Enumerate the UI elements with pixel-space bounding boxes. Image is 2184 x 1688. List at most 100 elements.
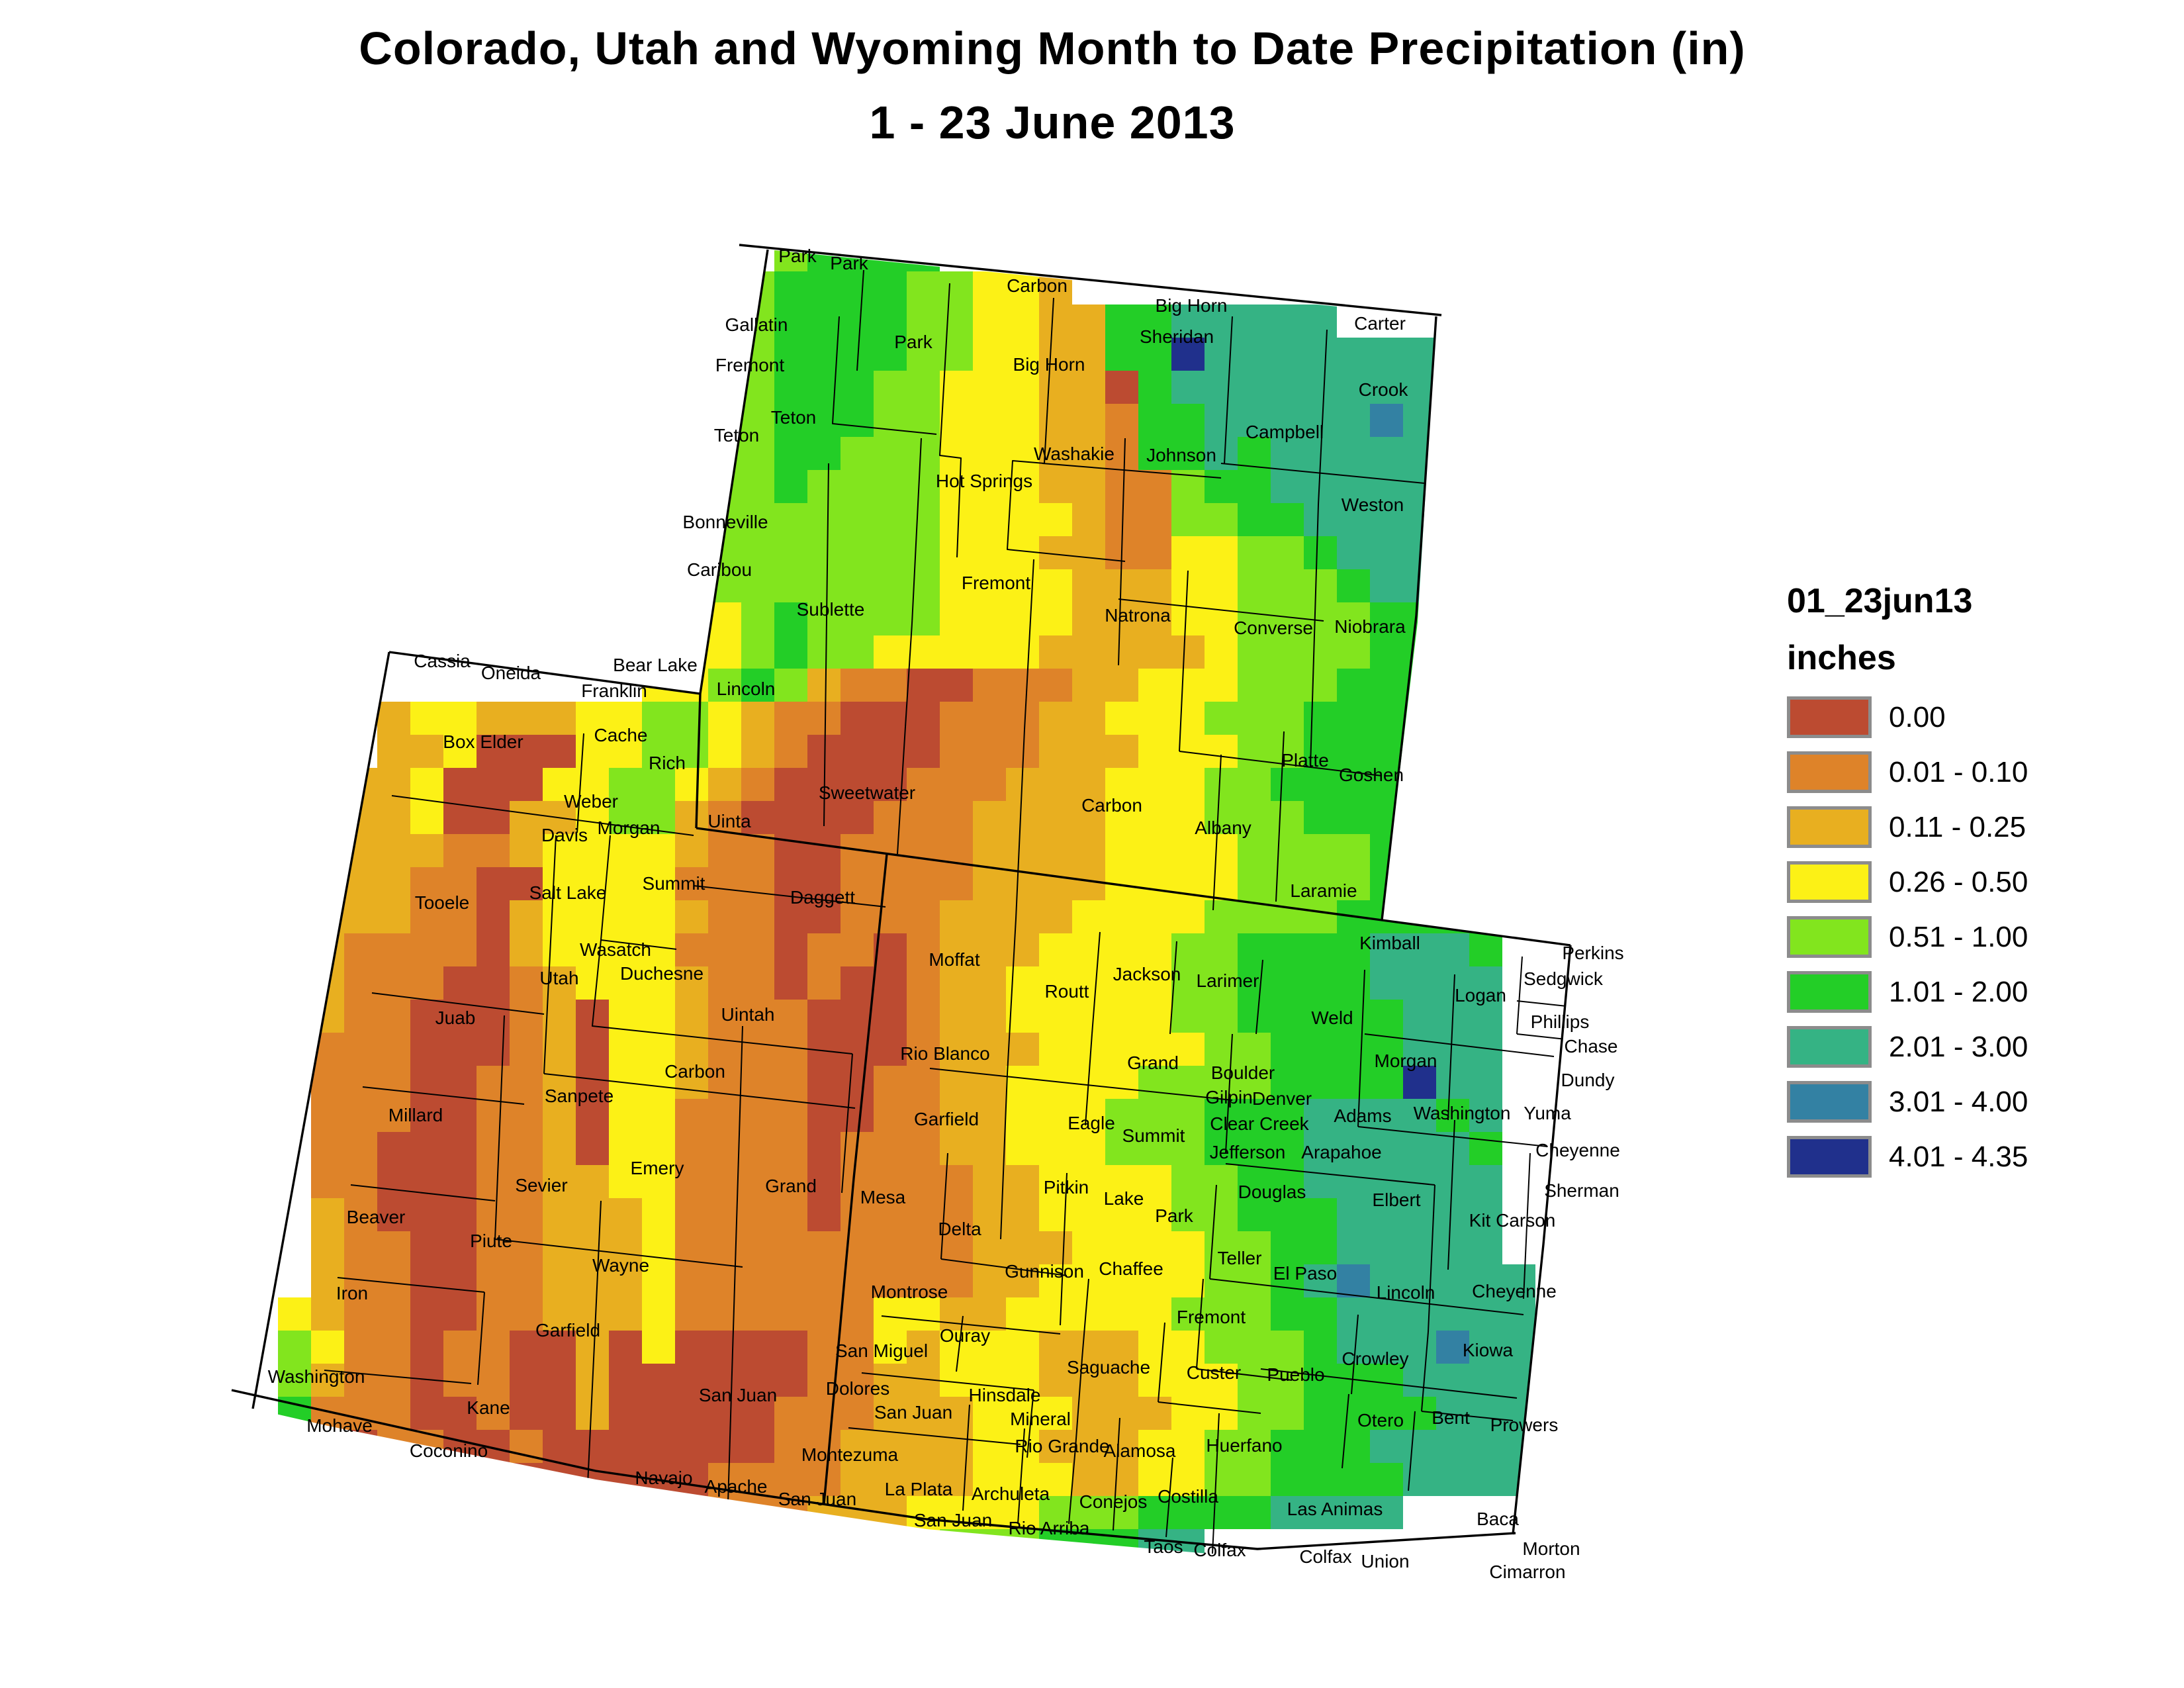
raster-cell (1171, 1165, 1205, 1198)
county-label: Fremont (715, 355, 784, 375)
raster-cell (377, 1000, 410, 1033)
raster-cell (1469, 1066, 1502, 1099)
raster-cell (1271, 338, 1304, 371)
raster-cell (543, 1331, 576, 1364)
county-label: Iron (336, 1283, 368, 1303)
raster-cell (1436, 867, 1469, 900)
county-label: Dolores (826, 1378, 889, 1399)
raster-cell (1006, 305, 1039, 338)
raster-cell (940, 1231, 973, 1264)
county-label: Beaver (347, 1207, 406, 1227)
raster-cell (675, 1430, 708, 1463)
raster-cell (1205, 1198, 1238, 1231)
raster-cell (841, 503, 874, 536)
raster-cell (807, 1165, 841, 1198)
raster-cell (1436, 371, 1469, 404)
raster-cell (1238, 735, 1271, 768)
county-labels: Park Park Carbon Big Horn Carter Gallatin Sher… (268, 246, 1624, 1582)
raster-cell (576, 1033, 609, 1066)
raster-cell (410, 900, 443, 933)
raster-cell (1138, 966, 1171, 1000)
raster-cell (675, 702, 708, 735)
raster-cell (841, 933, 874, 966)
raster-cell (1205, 801, 1238, 834)
raster-cell (1138, 503, 1171, 536)
raster-cell (510, 702, 543, 735)
raster-cell (642, 834, 675, 867)
raster-cell (1337, 503, 1370, 536)
county-boundary (962, 1404, 970, 1511)
county-label: Moffat (929, 949, 980, 970)
county-boundary (1196, 1368, 1293, 1381)
raster-cell (708, 834, 741, 867)
raster-cell (1138, 536, 1171, 569)
raster-cell (1205, 768, 1238, 801)
raster-cell (1403, 602, 1436, 635)
raster-cell (1105, 1132, 1138, 1165)
raster-cell (907, 702, 940, 735)
raster-cell (1271, 768, 1304, 801)
county-label: Emery (631, 1158, 684, 1178)
raster-cell (874, 271, 907, 305)
raster-cell (344, 900, 377, 933)
raster-cell (675, 1297, 708, 1331)
raster-cell (973, 933, 1006, 966)
raster-cell (1171, 834, 1205, 867)
raster-cell (576, 801, 609, 834)
raster-cell (907, 1264, 940, 1297)
raster-cell (443, 1165, 477, 1198)
raster-cell (675, 1231, 708, 1264)
county-label: Boulder (1211, 1062, 1275, 1083)
county-label: Daggett (790, 887, 855, 908)
county-label: Laramie (1290, 880, 1357, 901)
raster-cell (708, 801, 741, 834)
raster-cell (973, 305, 1006, 338)
raster-cell (510, 1198, 543, 1231)
raster-cell (741, 933, 774, 966)
raster-cell (377, 900, 410, 933)
raster-cell (940, 1331, 973, 1364)
legend-row-7: 3.01 - 4.00 (1787, 1081, 2158, 1123)
raster-cell (576, 1397, 609, 1430)
raster-cell (410, 1397, 443, 1430)
county-label: Yuma (1524, 1103, 1571, 1123)
raster-cell (741, 834, 774, 867)
raster-cell (1039, 1364, 1072, 1397)
page-title: Colorado, Utah and Wyoming Month to Date… (0, 25, 2105, 146)
raster-cell (940, 470, 973, 503)
raster-cell (1171, 1132, 1205, 1165)
raster-cell (609, 966, 642, 1000)
raster-cell (1271, 1000, 1304, 1033)
raster-cell (1138, 933, 1171, 966)
raster-cell (1337, 437, 1370, 470)
raster-cell (1271, 1463, 1304, 1496)
raster-cell (1304, 801, 1337, 834)
raster-cell (741, 1496, 774, 1529)
raster-cell (1238, 338, 1271, 371)
raster-cell (1436, 669, 1469, 702)
raster-cell (973, 735, 1006, 768)
raster-cell (774, 1364, 807, 1397)
raster-cell (576, 1231, 609, 1264)
raster-cell (675, 1165, 708, 1198)
raster-cell (1238, 768, 1271, 801)
raster-cell (1403, 900, 1436, 933)
raster-cell (1238, 404, 1271, 437)
raster-cell (510, 834, 543, 867)
county-boundary (693, 885, 886, 908)
county-label: Colfax (1193, 1540, 1246, 1560)
raster-cell (311, 1231, 344, 1264)
raster-cell (1171, 503, 1205, 536)
raster-cell (377, 1430, 410, 1463)
raster-cell (1337, 702, 1370, 735)
county-label: Oneida (481, 663, 541, 683)
raster-cell (609, 702, 642, 735)
county-label: Costilla (1158, 1486, 1218, 1507)
raster-cell (1238, 966, 1271, 1000)
raster-cell (1138, 602, 1171, 635)
raster-cell (1304, 1364, 1337, 1397)
raster-cell (642, 1165, 675, 1198)
county-boundary (1169, 941, 1177, 1035)
county-boundary (391, 795, 694, 836)
raster-cell (609, 1231, 642, 1264)
